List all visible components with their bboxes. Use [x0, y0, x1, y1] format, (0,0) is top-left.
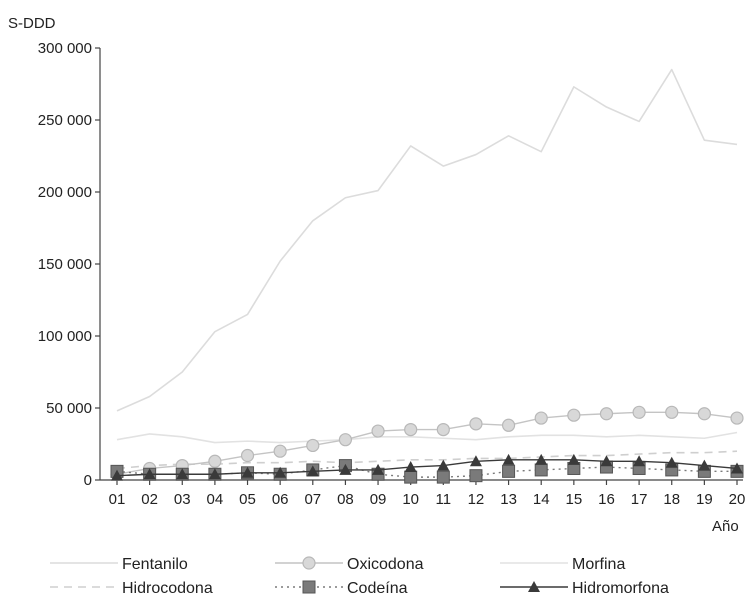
x-tick-label: 01	[109, 491, 126, 508]
data-point	[469, 455, 482, 467]
data-point	[697, 407, 711, 421]
data-point	[240, 448, 255, 463]
x-tick-label: 10	[402, 491, 419, 508]
data-point	[241, 466, 254, 478]
legend-label: Morfina	[572, 556, 625, 573]
data-point	[404, 461, 417, 473]
data-point	[730, 411, 744, 425]
data-point	[600, 455, 613, 467]
y-tick-label: 250 000	[38, 112, 92, 129]
data-point	[534, 411, 548, 425]
data-point	[665, 405, 679, 419]
data-point	[274, 466, 287, 478]
data-point	[534, 463, 548, 477]
x-tick-label: 20	[729, 491, 746, 508]
data-point	[436, 423, 450, 437]
x-tick-label: 18	[663, 491, 680, 508]
data-point	[273, 444, 287, 458]
legend-item-oxicodona: Oxicodona	[275, 556, 424, 573]
data-point	[404, 470, 418, 484]
x-tick-label: 12	[468, 491, 485, 508]
data-point	[469, 417, 483, 431]
data-point	[143, 468, 156, 480]
series-line	[116, 459, 738, 477]
data-point	[599, 407, 614, 421]
data-point	[469, 469, 483, 483]
data-point	[339, 463, 352, 475]
series-line	[116, 68, 738, 412]
x-tick-label: 06	[272, 491, 289, 508]
data-point	[501, 418, 516, 432]
x-tick-label: 08	[337, 491, 354, 508]
y-tick-label: 100 000	[38, 328, 92, 345]
data-point	[698, 459, 711, 471]
legend-marker	[302, 580, 316, 594]
y-tick-label: 200 000	[38, 184, 92, 201]
y-tick-label: 0	[84, 472, 92, 489]
x-tick-label: 02	[141, 491, 158, 508]
x-tick-label: 05	[239, 491, 256, 508]
x-tick-label: 04	[207, 491, 224, 508]
x-tick-label: 19	[696, 491, 713, 508]
legend-item-morfina: Morfina	[500, 556, 625, 573]
y-tick-label: 50 000	[46, 400, 92, 417]
legend-label: Hidrocodona	[122, 580, 213, 597]
legend-item-codeína: Codeína	[275, 580, 408, 597]
series-oxicodona	[110, 405, 744, 481]
x-axis-title: Año	[712, 518, 739, 535]
x-tick-label: 14	[533, 491, 550, 508]
legend: Fentanilo Oxicodona Morfina Hidrocodona Code…	[50, 556, 669, 597]
legend-item-hidromorfona: Hidromorfona	[500, 580, 669, 597]
data-point	[404, 423, 418, 437]
legend-marker	[528, 581, 540, 592]
data-point	[502, 464, 516, 478]
series-layer	[110, 68, 744, 484]
data-point	[436, 470, 450, 484]
data-point	[306, 438, 320, 453]
legend-label: Hidromorfona	[572, 580, 669, 597]
x-tick-label: 16	[598, 491, 615, 508]
legend-marker	[302, 556, 316, 570]
y-tick-label: 300 000	[38, 40, 92, 57]
data-point	[567, 453, 580, 465]
data-point	[502, 453, 515, 465]
legend-item-hidrocodona: Hidrocodona	[50, 580, 213, 597]
series-line	[116, 431, 738, 444]
series-fentanilo	[116, 68, 738, 412]
data-point	[338, 433, 353, 447]
data-point	[176, 468, 189, 480]
data-point	[437, 459, 450, 471]
data-point	[306, 465, 319, 477]
series-morfina	[116, 431, 738, 444]
x-tick-label: 15	[565, 491, 582, 508]
data-point	[372, 463, 385, 475]
x-tick-label: 03	[174, 491, 191, 508]
x-tick-label: 11	[436, 491, 452, 508]
y-tick-label: 150 000	[38, 256, 92, 273]
x-tick-label: 09	[370, 491, 387, 508]
data-point	[633, 455, 646, 467]
data-point	[208, 454, 222, 468]
data-point	[371, 424, 385, 438]
legend-label: Oxicodona	[347, 556, 424, 573]
data-point	[535, 453, 548, 465]
data-point	[111, 469, 123, 481]
legend-item-fentanilo: Fentanilo	[50, 556, 188, 573]
data-point	[208, 468, 221, 480]
data-point	[731, 462, 743, 474]
data-point	[665, 456, 678, 468]
legend-label: Codeína	[347, 580, 408, 597]
x-tick-label: 07	[304, 491, 321, 508]
axes: 0 50 000 100 000 150 000 200 000 250 000 300 0…	[38, 40, 746, 508]
legend-label: Fentanilo	[122, 556, 188, 573]
x-tick-label: 17	[631, 491, 648, 508]
data-point	[632, 405, 646, 419]
y-axis-title: S-DDD	[8, 15, 56, 32]
x-tick-label: 13	[500, 491, 517, 508]
series-hidromorfona	[111, 453, 743, 481]
data-point	[567, 408, 581, 422]
